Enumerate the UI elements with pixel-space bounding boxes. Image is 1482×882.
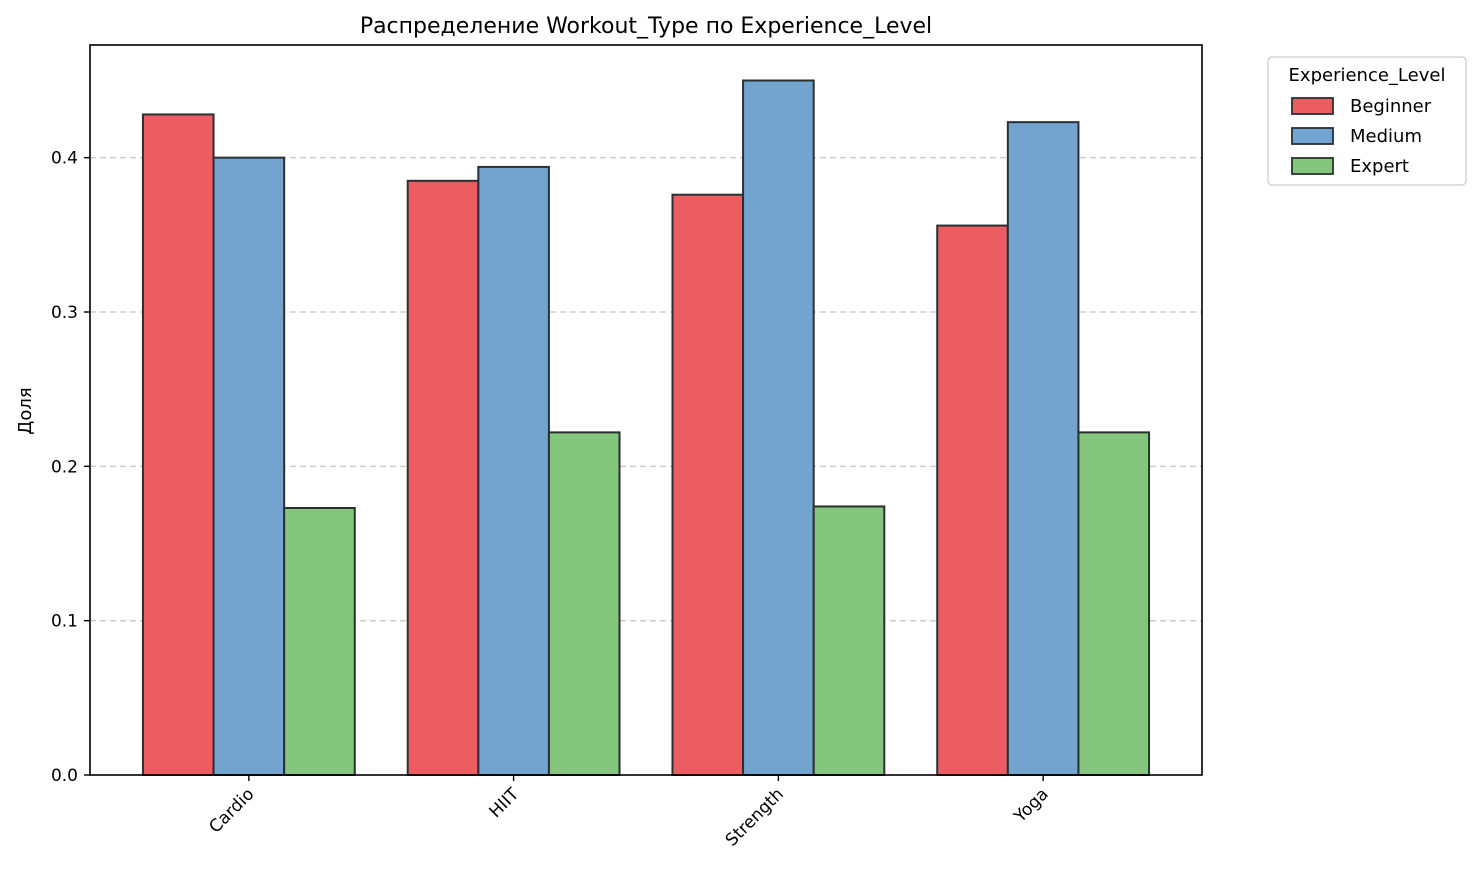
plot-frame	[89, 44, 1203, 776]
bar-beginner-hiit	[406, 179, 480, 776]
bar-medium-hiit	[477, 165, 550, 776]
bar-medium-strength	[742, 79, 815, 776]
x-tick-label-yoga: Yoga	[1010, 784, 1053, 827]
bar-medium-yoga	[1006, 121, 1080, 777]
legend-swatch-expert	[1291, 157, 1334, 175]
x-tick-label-hiit: HIIT	[486, 784, 524, 822]
bar-expert-cardio	[283, 507, 356, 776]
bar-beginner-strength	[671, 193, 745, 776]
legend-frame	[1267, 56, 1467, 186]
y-tick-label-4: 0.4	[51, 149, 78, 169]
bar-medium-cardio	[212, 156, 286, 777]
legend-swatch-medium	[1291, 127, 1334, 145]
bar-expert-strength	[812, 505, 886, 776]
legend: Experience_Level Beginner Medium Expert	[1267, 56, 1467, 186]
legend-title: Experience_Level	[1289, 65, 1446, 86]
bar-beginner-cardio	[141, 113, 215, 776]
x-axis: Cardio HIIT Strength Yoga	[205, 775, 1053, 851]
legend-label-expert: Expert	[1350, 156, 1409, 177]
y-tick-label-3: 0.3	[51, 303, 78, 323]
chart-title: Распределение Workout_Type по Experience…	[360, 14, 932, 39]
legend-label-beginner: Beginner	[1350, 96, 1432, 117]
x-tick-label-strength: Strength	[722, 784, 788, 850]
y-axis: 0.0 0.1 0.2 0.3 0.4	[51, 149, 90, 786]
legend-items: Beginner Medium Expert	[1291, 96, 1432, 177]
x-tick-label-cardio: Cardio	[205, 784, 258, 837]
y-tick-label-2: 0.2	[51, 457, 78, 477]
legend-swatch-beginner	[1291, 97, 1334, 115]
y-tick-label-0: 0.0	[51, 766, 78, 786]
y-tick-label-1: 0.1	[51, 612, 78, 632]
legend-label-medium: Medium	[1350, 126, 1422, 147]
y-axis-label: Доля	[15, 387, 36, 434]
bar-expert-hiit	[547, 431, 621, 776]
bar-expert-yoga	[1077, 431, 1151, 776]
bars-group	[141, 79, 1151, 777]
bar-beginner-yoga	[936, 224, 1009, 777]
